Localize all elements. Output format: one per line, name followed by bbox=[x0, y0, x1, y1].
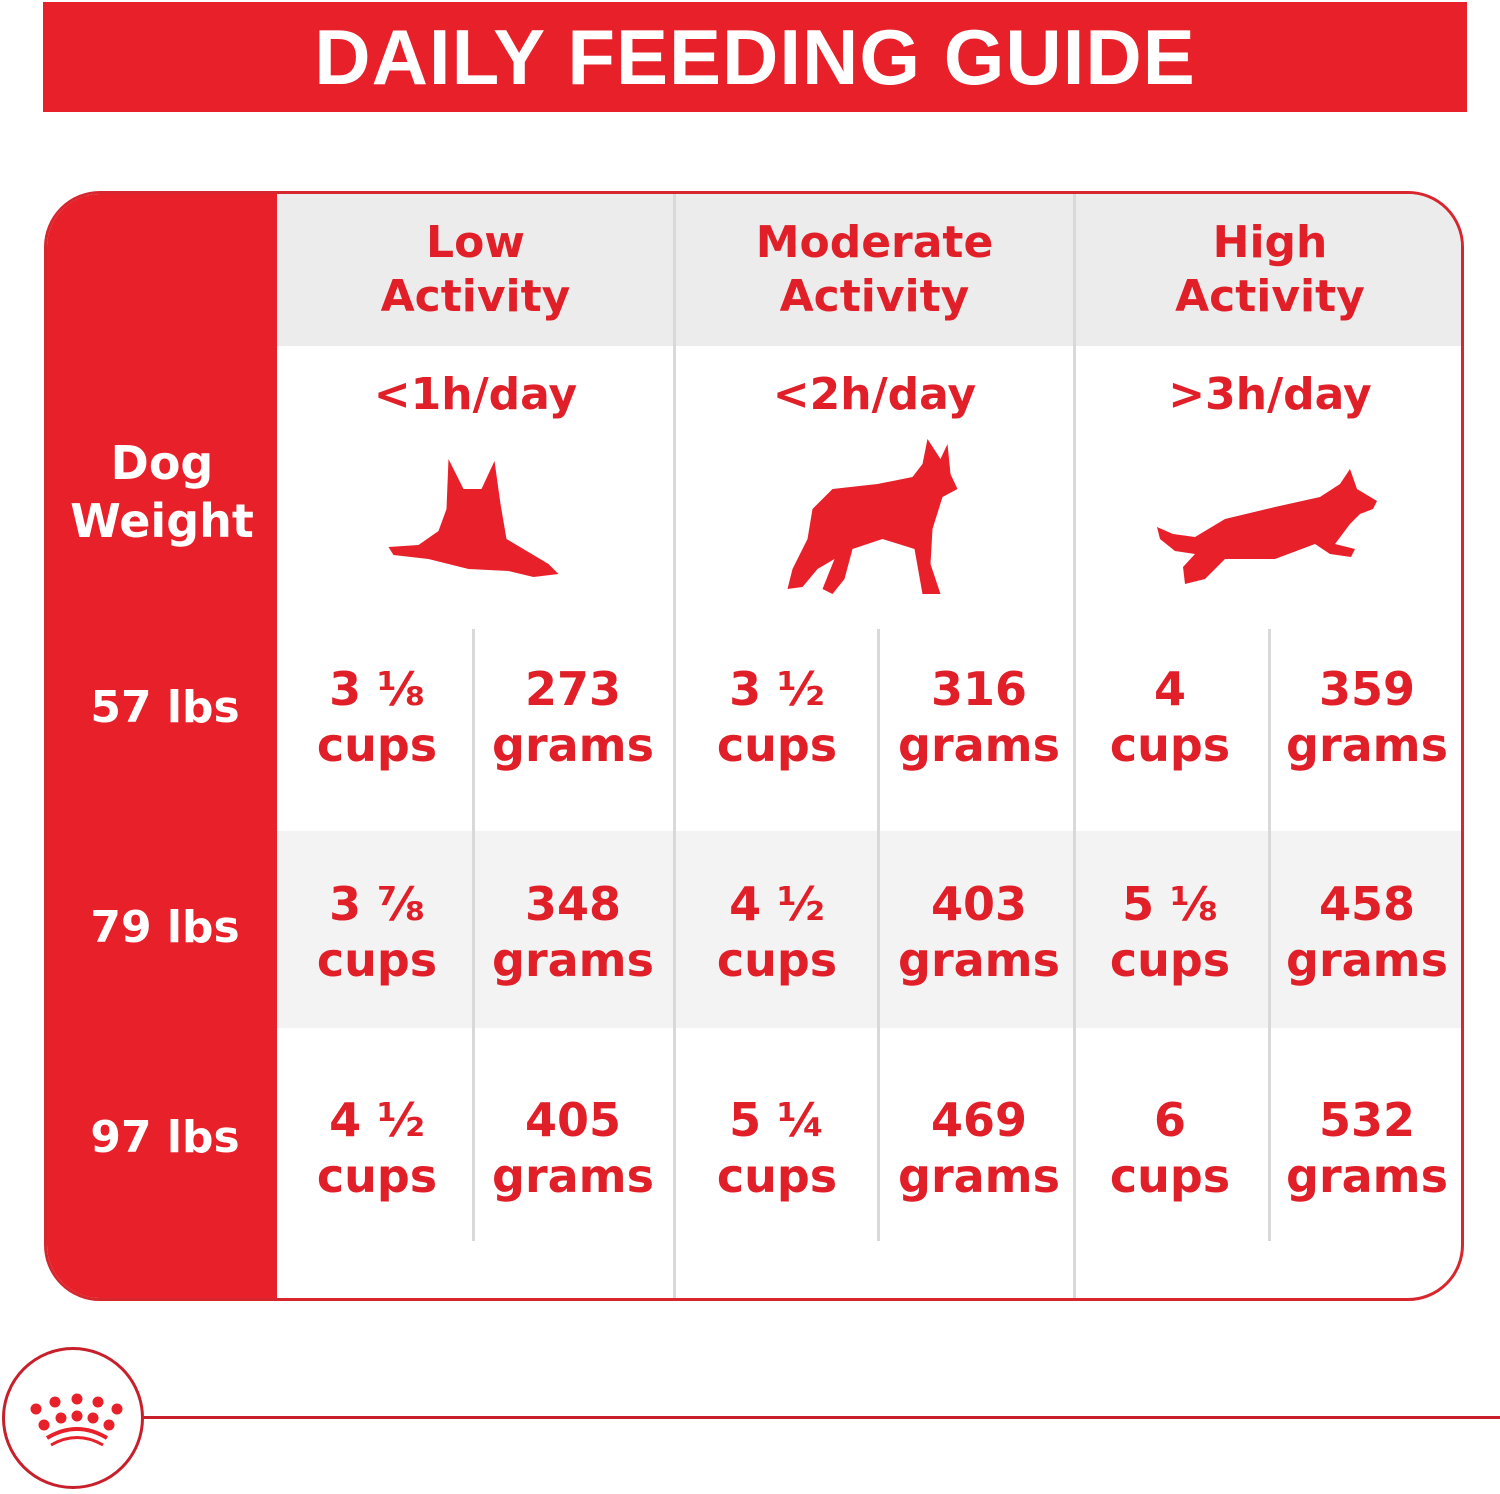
activity-line2: Activity bbox=[1175, 271, 1365, 322]
cups-grams-divider bbox=[877, 629, 880, 1241]
grams-cell: 348 grams bbox=[492, 877, 654, 987]
running-dog-icon bbox=[1157, 469, 1377, 584]
cups-cell: 3 ⅛ cups bbox=[316, 662, 438, 772]
activity-header: High Activity bbox=[1076, 194, 1461, 346]
activity-line1: High bbox=[1212, 217, 1328, 268]
activity-header: Low Activity bbox=[277, 194, 674, 346]
cups-cell: 4 cups bbox=[1109, 662, 1231, 772]
activity-time: <1h/day bbox=[373, 369, 578, 420]
page-title: DAILY FEEDING GUIDE bbox=[314, 12, 1196, 101]
activity-time: <2h/day bbox=[772, 369, 977, 420]
cups-cell: 5 ¼ cups bbox=[716, 1093, 838, 1203]
activity-header: Moderate Activity bbox=[676, 194, 1073, 346]
footer-divider bbox=[144, 1416, 1500, 1419]
feeding-table: Dog Weight 57 lbs 79 lbs 97 lbs Low Acti… bbox=[44, 191, 1464, 1301]
cups-cell: 5 ⅛ cups bbox=[1109, 877, 1231, 987]
grams-cell: 458 grams bbox=[1286, 877, 1448, 987]
cups-grams-divider bbox=[472, 629, 475, 1241]
grams-cell: 403 grams bbox=[898, 877, 1060, 987]
activity-column-low: Low Activity <1h/day bbox=[277, 194, 674, 1298]
weight-header: Dog Weight bbox=[47, 434, 277, 550]
activity-line1: Moderate bbox=[755, 217, 994, 268]
grams-cell: 532 grams bbox=[1286, 1093, 1448, 1203]
grams-cell: 359 grams bbox=[1286, 662, 1448, 772]
activity-line2: Activity bbox=[380, 271, 571, 322]
activity-column-high: High Activity >3h/day bbox=[1076, 194, 1461, 1298]
column-divider bbox=[1073, 194, 1076, 1298]
grams-cell: 273 grams bbox=[492, 662, 654, 772]
cups-cell: 4 ½ cups bbox=[316, 1093, 438, 1203]
royal-crown-logo-icon bbox=[30, 1393, 123, 1447]
cups-cell: 3 ⅞ cups bbox=[316, 877, 438, 987]
grams-cell: 405 grams bbox=[492, 1093, 654, 1203]
cups-cell: 4 ½ cups bbox=[716, 877, 838, 987]
weight-label: 79 lbs bbox=[90, 902, 240, 953]
weight-column bbox=[47, 194, 277, 1298]
title-banner: DAILY FEEDING GUIDE bbox=[43, 2, 1467, 112]
weight-header-line1: Dog bbox=[110, 436, 214, 490]
activity-line1: Low bbox=[426, 217, 525, 268]
standing-dog-icon bbox=[787, 439, 957, 594]
grams-cell: 316 grams bbox=[898, 662, 1060, 772]
activity-column-moderate: Moderate Activity <2h/day bbox=[676, 194, 1073, 1298]
weight-label: 97 lbs bbox=[90, 1112, 240, 1163]
weight-header-line2: Weight bbox=[70, 494, 254, 548]
cups-cell: 3 ½ cups bbox=[716, 662, 838, 772]
activity-line2: Activity bbox=[779, 271, 970, 322]
grams-cell: 469 grams bbox=[898, 1093, 1060, 1203]
weight-label: 57 lbs bbox=[90, 682, 240, 733]
column-divider bbox=[673, 194, 676, 1298]
cups-cell: 6 cups bbox=[1109, 1093, 1231, 1203]
lying-dog-icon bbox=[388, 459, 558, 577]
brand-logo bbox=[2, 1347, 144, 1489]
cups-grams-divider bbox=[1268, 629, 1271, 1241]
activity-time: >3h/day bbox=[1168, 369, 1372, 420]
